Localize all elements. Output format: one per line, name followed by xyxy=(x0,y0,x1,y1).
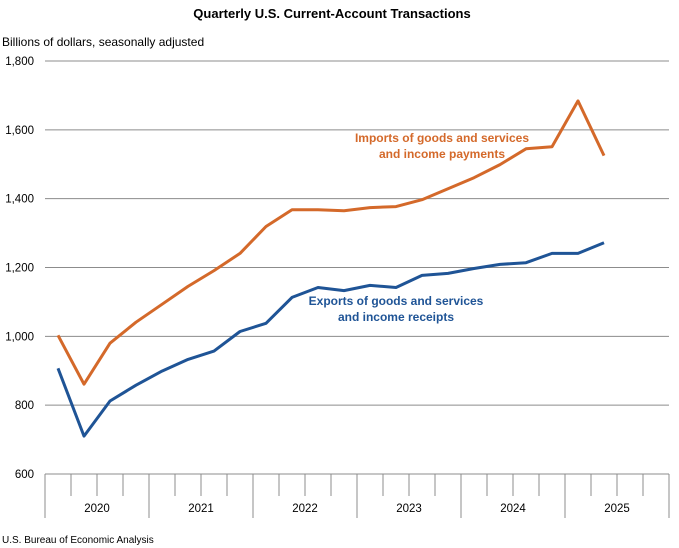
x-tick-label: 2020 xyxy=(84,503,110,515)
gridlines xyxy=(45,60,669,406)
exports-label: Exports of goods and services xyxy=(309,294,484,308)
y-tick-label: 800 xyxy=(15,400,34,412)
x-tick-label: 2024 xyxy=(500,503,526,515)
series-lines xyxy=(56,99,606,438)
y-axis-ticks: 600 800 1,000 1,200 1,400 1,600 1,800 xyxy=(5,56,34,481)
imports-label: Imports of goods and services xyxy=(355,131,529,145)
imports-label: and income payments xyxy=(379,147,505,161)
y-tick-label: 1,800 xyxy=(5,56,34,68)
chart-title: Quarterly U.S. Current-Account Transacti… xyxy=(193,6,470,21)
y-tick-label: 600 xyxy=(15,469,34,481)
exports-label: and income receipts xyxy=(338,310,454,324)
y-tick-label: 1,200 xyxy=(5,263,34,275)
x-axis: 2020 2021 2022 2023 2024 2025 xyxy=(44,473,670,518)
x-tick-label: 2021 xyxy=(188,503,214,515)
source-note: U.S. Bureau of Economic Analysis xyxy=(2,535,154,546)
imports-line xyxy=(56,99,606,386)
y-tick-label: 1,600 xyxy=(5,125,34,137)
y-axis-label: Billions of dollars, seasonally adjusted xyxy=(2,35,204,49)
x-tick-label: 2022 xyxy=(292,503,318,515)
x-tick-label: 2025 xyxy=(604,503,630,515)
series-labels: Imports of goods and services and income … xyxy=(309,131,530,324)
x-tick-label: 2023 xyxy=(396,503,422,515)
exports-line xyxy=(56,241,605,438)
y-tick-label: 1,400 xyxy=(5,194,34,206)
y-tick-label: 1,000 xyxy=(5,331,34,343)
